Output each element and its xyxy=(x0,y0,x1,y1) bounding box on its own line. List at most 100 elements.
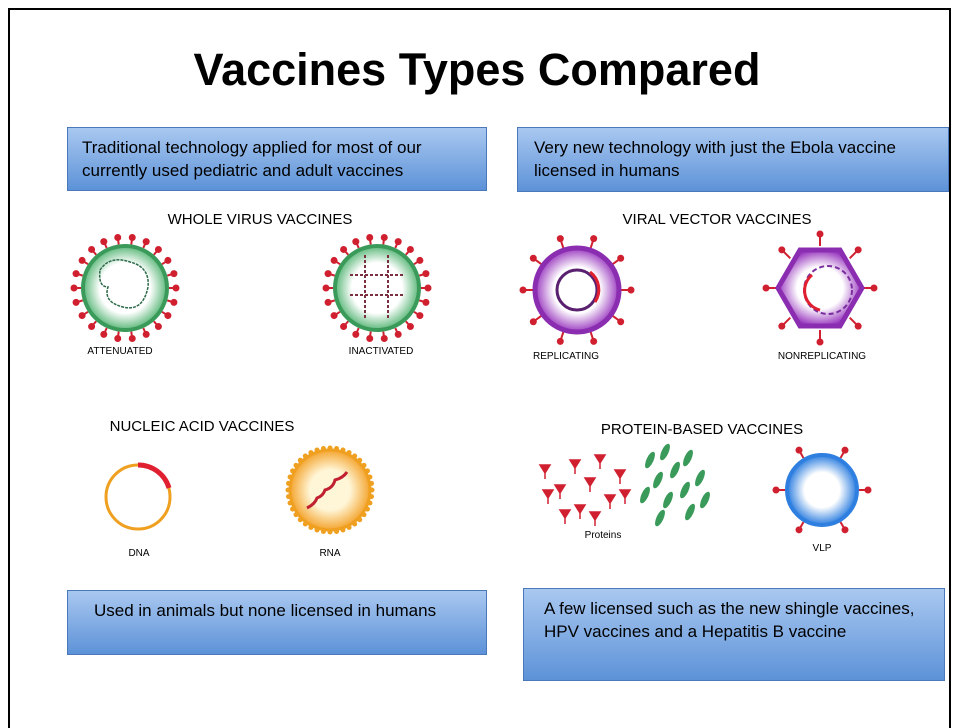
protein xyxy=(585,478,595,492)
spike-head xyxy=(170,299,177,306)
item-label: ATTENUATED xyxy=(87,346,152,357)
item-label: RNA xyxy=(319,548,340,559)
protein xyxy=(560,510,570,524)
spike-head xyxy=(557,235,564,242)
spike-head xyxy=(842,526,849,533)
item-label: INACTIVATED xyxy=(349,346,414,357)
spike-head xyxy=(416,312,423,319)
spike-head xyxy=(114,335,121,342)
spike-head xyxy=(143,331,150,338)
spike-head xyxy=(842,447,849,454)
protein-subunit xyxy=(678,480,692,499)
spike-head xyxy=(422,270,429,277)
spike-head xyxy=(817,231,824,238)
group-label: PROTEIN-BASED VACCINES xyxy=(601,421,803,438)
spike-head xyxy=(395,331,402,338)
spike-head xyxy=(100,238,107,245)
group-label: WHOLE VIRUS VACCINES xyxy=(168,211,353,228)
spike-head xyxy=(407,246,414,253)
spike-head xyxy=(796,447,803,454)
spike-head xyxy=(79,312,86,319)
spike-head xyxy=(88,323,95,330)
protein-subunit xyxy=(683,502,697,521)
protein-subunit xyxy=(661,490,675,509)
spike-head xyxy=(763,285,770,292)
spike-head xyxy=(557,338,564,345)
protein xyxy=(555,485,565,499)
spike-head xyxy=(778,323,785,330)
spike-head xyxy=(331,257,338,264)
group-label: VIRAL VECTOR VACCINES xyxy=(623,211,812,228)
spike-head xyxy=(778,246,785,253)
item-label: DNA xyxy=(128,548,149,559)
spike-head xyxy=(100,331,107,338)
spike-head xyxy=(114,234,121,241)
spike-head xyxy=(855,246,862,253)
item-label: NONREPLICATING xyxy=(778,351,866,362)
vlp-body xyxy=(787,455,857,525)
spike-head xyxy=(129,234,136,241)
protein xyxy=(590,512,600,526)
spike-head xyxy=(164,312,171,319)
protein-subunit xyxy=(638,485,652,504)
spike-head xyxy=(530,318,537,325)
dna-insert xyxy=(138,465,169,488)
vector-body xyxy=(778,250,862,326)
spike-head xyxy=(381,335,388,342)
virus-body xyxy=(335,246,419,330)
protein-subunit xyxy=(651,470,665,489)
spike-head xyxy=(129,335,136,342)
spike-head xyxy=(425,285,432,292)
protein xyxy=(575,505,585,519)
spike-head xyxy=(73,270,80,277)
spike-head xyxy=(73,299,80,306)
spike-head xyxy=(340,323,347,330)
spike-head xyxy=(155,323,162,330)
spike-head xyxy=(773,487,780,494)
spike-head xyxy=(164,257,171,264)
protein-subunit xyxy=(668,460,682,479)
spike-head xyxy=(340,246,347,253)
spike-head xyxy=(796,526,803,533)
spike-head xyxy=(865,487,872,494)
spike-head xyxy=(530,255,537,262)
protein-subunit xyxy=(681,448,695,467)
spike-head xyxy=(520,287,527,294)
spike-head xyxy=(325,299,332,306)
protein xyxy=(570,460,580,474)
spike-head xyxy=(170,270,177,277)
group-label: NUCLEIC ACID VACCINES xyxy=(110,418,295,435)
spike-head xyxy=(855,323,862,330)
spike-head xyxy=(323,285,330,292)
lipid-particle xyxy=(290,450,370,530)
spike-head xyxy=(173,285,180,292)
protein xyxy=(595,455,605,469)
protein xyxy=(620,490,630,504)
spike-head xyxy=(381,234,388,241)
spike-head xyxy=(871,285,878,292)
slide: Vaccines Types Compared Traditional tech… xyxy=(0,0,954,719)
spike-head xyxy=(352,238,359,245)
vector-body xyxy=(535,248,619,332)
spike-head xyxy=(352,331,359,338)
illustrations: WHOLE VIRUS VACCINES VIRAL VECTOR VACCIN… xyxy=(0,0,954,719)
protein-subunit xyxy=(698,490,712,509)
item-label: Proteins xyxy=(585,530,622,541)
spike-head xyxy=(366,234,373,241)
spike-head xyxy=(817,339,824,346)
spike-head xyxy=(325,270,332,277)
spike-head xyxy=(590,235,597,242)
spike-head xyxy=(395,238,402,245)
item-label: REPLICATING xyxy=(533,351,599,362)
protein-subunit xyxy=(693,468,707,487)
spike-head xyxy=(416,257,423,264)
spike-head xyxy=(331,312,338,319)
protein xyxy=(605,495,615,509)
protein xyxy=(543,490,553,504)
spike-head xyxy=(422,299,429,306)
virus-body xyxy=(83,246,167,330)
spike-head xyxy=(79,257,86,264)
protein-subunit xyxy=(658,442,672,461)
item-label: VLP xyxy=(813,543,832,554)
spike-head xyxy=(366,335,373,342)
